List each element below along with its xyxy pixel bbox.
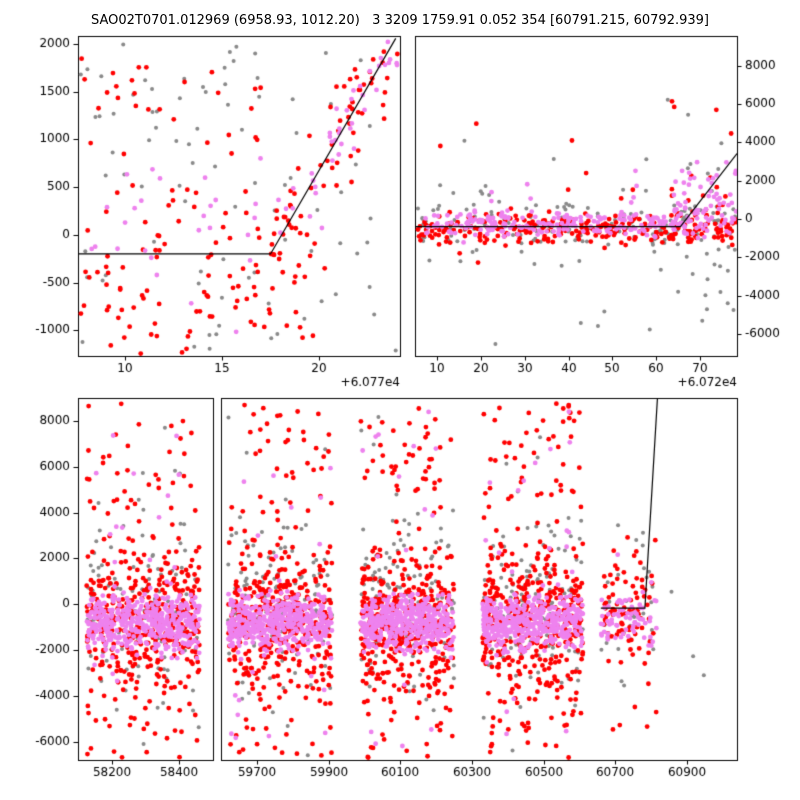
figure-title: SAO02T0701.012969 (6958.93, 1012.20) 3 3…	[91, 13, 709, 28]
